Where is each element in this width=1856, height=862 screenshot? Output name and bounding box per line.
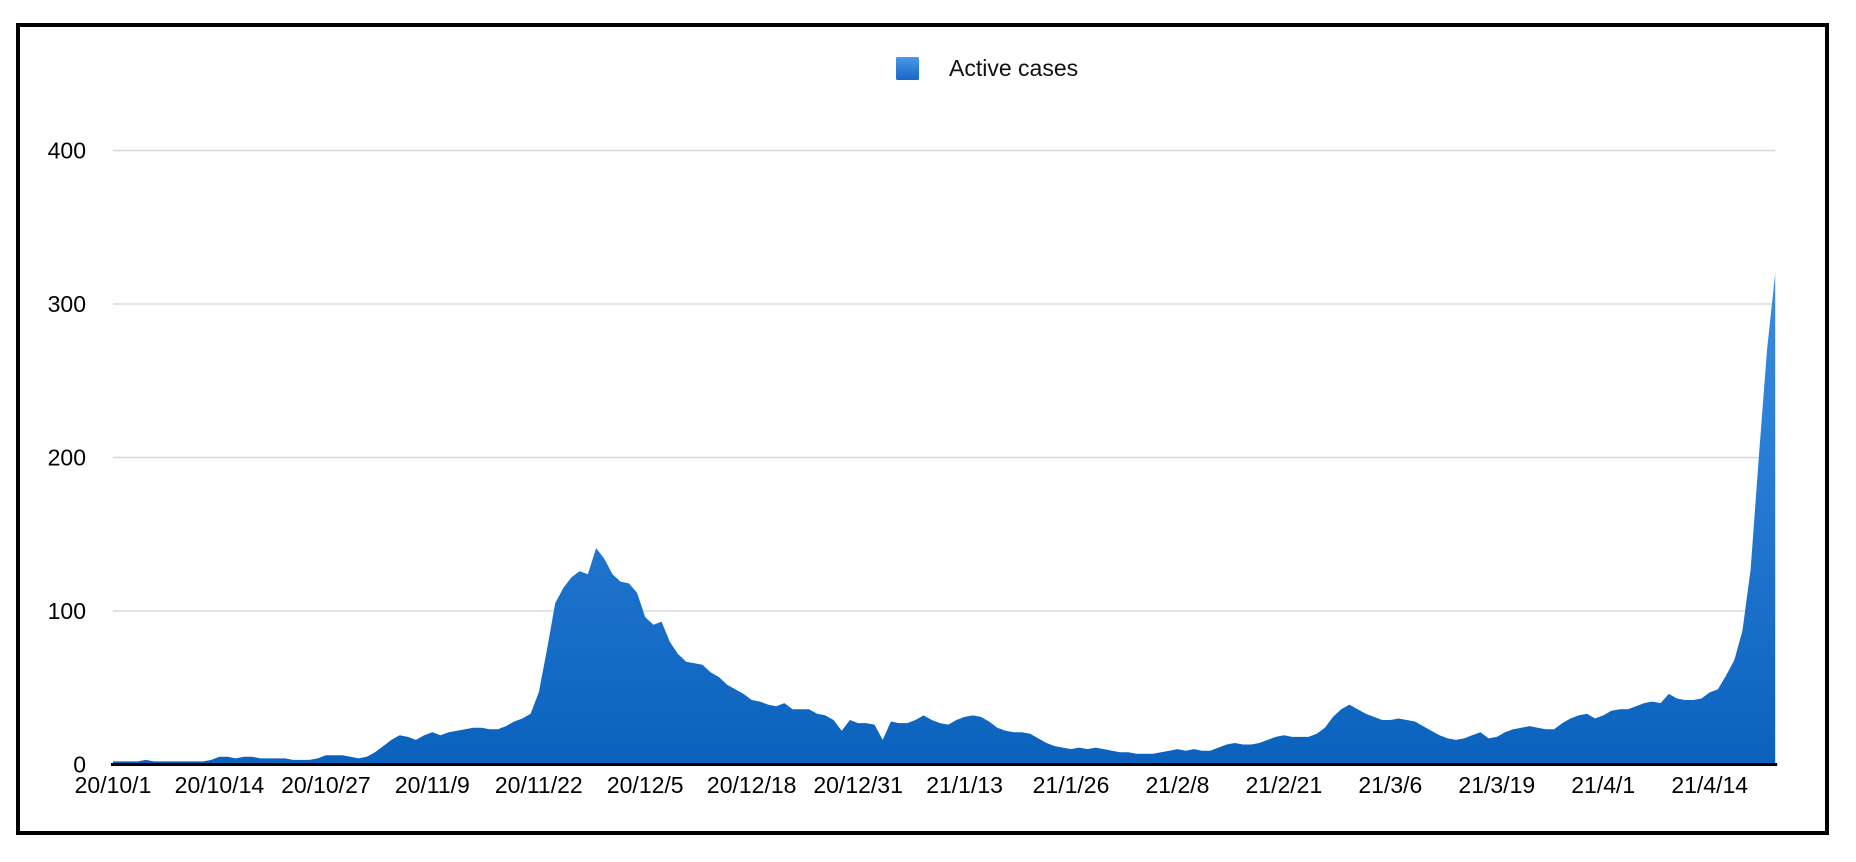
x-axis-label-20-10-14: 20/10/14 [175, 772, 265, 798]
legend-label: Active cases [949, 55, 1078, 81]
x-axis-label-21-3-19: 21/3/19 [1458, 772, 1535, 798]
x-axis-label-21-2-21: 21/2/21 [1246, 772, 1323, 798]
x-axis-label-21-4-1: 21/4/1 [1571, 772, 1635, 798]
x-axis-label-21-2-8: 21/2/8 [1145, 772, 1209, 798]
x-axis-label-20-12-5: 20/12/5 [607, 772, 684, 798]
x-axis-label-21-4-14: 21/4/14 [1671, 772, 1748, 798]
gridlines [113, 149, 1776, 612]
y-axis-label-400: 400 [48, 138, 86, 164]
x-axis-label-20-10-1: 20/10/1 [75, 772, 152, 798]
x-axis-label-20-12-31: 20/12/31 [813, 772, 903, 798]
x-axis-label-20-11-22: 20/11/22 [495, 772, 583, 798]
y-axis-label-200: 200 [48, 445, 86, 471]
y-axis-label-0: 0 [73, 752, 86, 778]
x-axis-label-21-1-13: 21/1/13 [926, 772, 1003, 798]
x-axis-label-20-12-18: 20/12/18 [707, 772, 797, 798]
y-axis-labels: 0 100 200 300 400 [48, 138, 86, 778]
x-axis-label-20-11-9: 20/11/9 [395, 772, 470, 798]
x-axis-label-21-1-26: 21/1/26 [1033, 772, 1110, 798]
y-axis-label-300: 300 [48, 291, 86, 317]
y-axis-label-100: 100 [48, 598, 86, 624]
area-series-active-cases [113, 273, 1776, 765]
chart-frame [16, 23, 1829, 835]
legend-swatch-icon [896, 57, 919, 80]
legend: Active cases [896, 55, 1078, 81]
x-axis-label-20-10-27: 20/10/27 [281, 772, 371, 798]
x-axis-label-21-3-6: 21/3/6 [1358, 772, 1422, 798]
x-axis-labels: 20/10/1 20/10/14 20/10/27 20/11/9 20/11/22 20… [75, 772, 1749, 798]
